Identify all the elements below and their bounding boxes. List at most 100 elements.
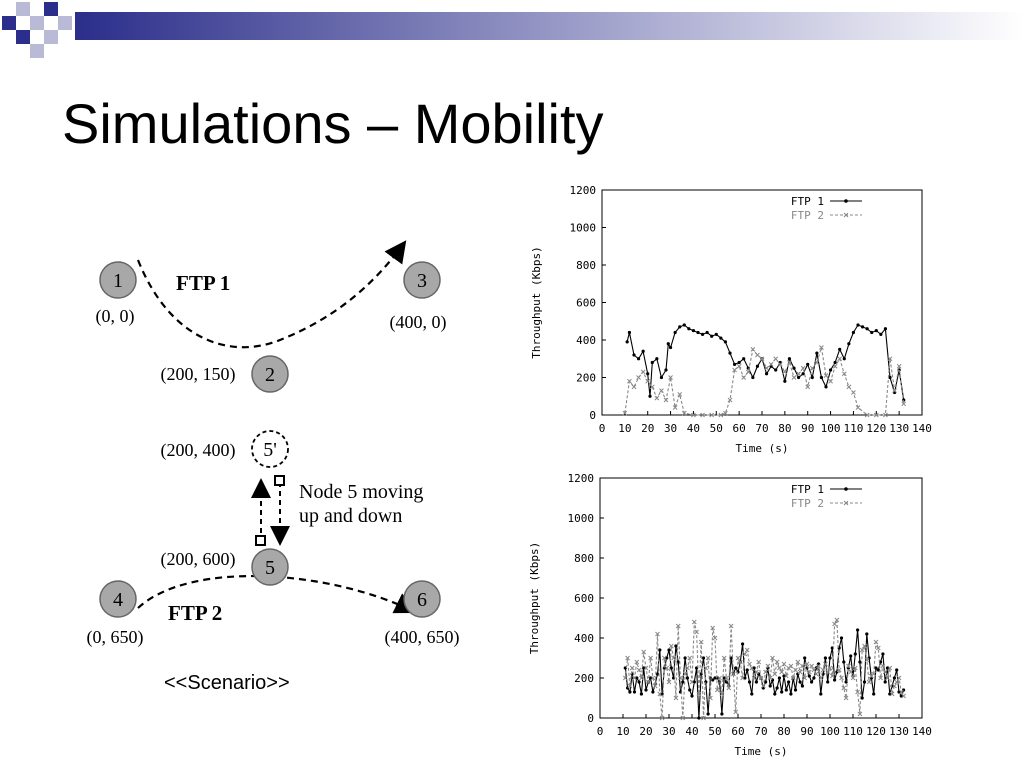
y-tick-label: 600 (574, 592, 594, 605)
data-point (812, 676, 816, 680)
data-point (668, 375, 673, 380)
data-point (622, 410, 628, 416)
data-point (668, 643, 674, 649)
data-point (793, 688, 798, 692)
svg-text:2: 2 (265, 364, 275, 386)
data-point (640, 369, 646, 375)
data-point (632, 353, 636, 357)
data-point (865, 327, 869, 331)
data-point (751, 675, 757, 681)
data-point (764, 372, 769, 376)
node-6: 6 (403, 580, 441, 618)
data-point (658, 648, 662, 652)
data-point (650, 675, 656, 681)
data-point (625, 340, 629, 344)
data-point (747, 661, 752, 667)
data-point (879, 332, 883, 336)
data-point (882, 669, 888, 675)
throughput-chart-2: 0 10 20 30 40 50 60 70 80 90 100 110 120 130 140 0 200 40… (528, 472, 932, 758)
node-2-coord: (200, 150) (161, 364, 236, 385)
x-tick-label: 30 (662, 725, 675, 738)
data-point (777, 676, 781, 680)
data-point (636, 667, 642, 673)
data-point (677, 392, 683, 397)
mobility-label: up and down (299, 505, 402, 527)
node-5-prime-coord: (200, 400) (161, 440, 236, 461)
data-point (860, 325, 865, 329)
data-point (720, 712, 724, 716)
data-point (829, 673, 835, 679)
data-point (823, 373, 829, 378)
data-point (685, 676, 689, 680)
data-point (774, 368, 778, 372)
data-point (870, 330, 874, 335)
data-point (632, 690, 637, 694)
y-tick-label: 400 (576, 334, 596, 347)
data-point (823, 656, 827, 660)
data-point (802, 675, 808, 681)
data-point (731, 671, 736, 677)
data-point (703, 665, 709, 671)
data-point (775, 686, 779, 690)
data-point (801, 372, 805, 376)
data-point (798, 680, 802, 684)
data-point (825, 669, 831, 675)
data-point (779, 669, 785, 675)
data-point (627, 330, 632, 335)
data-point (644, 688, 648, 692)
data-point (865, 632, 869, 636)
data-point (717, 675, 722, 681)
data-point (783, 673, 789, 679)
data-point (737, 659, 743, 665)
throughput-chart-1: 0 10 20 30 40 50 60 70 80 90 100 110 120 130 140 0 200 40… (530, 184, 932, 455)
data-point (671, 655, 676, 661)
x-tick-label: 70 (755, 422, 768, 435)
data-point (828, 378, 833, 384)
data-point (828, 656, 832, 660)
legend-label: FTP 2 (791, 497, 824, 510)
data-point (866, 679, 872, 685)
data-point (846, 663, 851, 669)
legend-marker (843, 500, 849, 506)
data-point (768, 684, 772, 688)
data-point (810, 375, 814, 380)
data-point (655, 672, 660, 676)
data-point (645, 679, 651, 685)
data-point (887, 356, 893, 362)
data-point (887, 665, 893, 671)
data-point (837, 356, 843, 362)
data-point (896, 675, 902, 681)
data-point (732, 367, 737, 373)
data-point (841, 371, 847, 377)
data-point (810, 680, 814, 684)
data-point (800, 684, 804, 688)
data-point (700, 332, 705, 336)
data-point (796, 371, 801, 377)
x-axis-label: Time (s) (736, 442, 789, 455)
data-point (819, 345, 824, 350)
data-point (862, 643, 867, 649)
data-point (804, 661, 810, 667)
y-tick-label: 200 (576, 372, 596, 385)
data-point (754, 680, 758, 684)
data-point (651, 690, 655, 694)
y-tick-label: 1000 (568, 512, 595, 525)
data-point (793, 667, 798, 673)
x-tick-label: 120 (866, 422, 886, 435)
x-tick-label: 100 (820, 725, 840, 738)
data-point (888, 375, 892, 380)
data-point (714, 332, 718, 336)
data-point (894, 679, 900, 685)
header-square (44, 2, 58, 16)
data-point (683, 656, 687, 660)
y-tick-label: 400 (574, 632, 594, 645)
data-point (718, 412, 724, 418)
x-tick-label: 90 (800, 725, 813, 738)
x-tick-label: 10 (618, 422, 631, 435)
data-point (901, 401, 907, 407)
data-point (871, 671, 877, 677)
data-point (767, 675, 773, 681)
data-point (773, 356, 779, 362)
data-point (721, 655, 727, 661)
data-point (657, 691, 663, 697)
